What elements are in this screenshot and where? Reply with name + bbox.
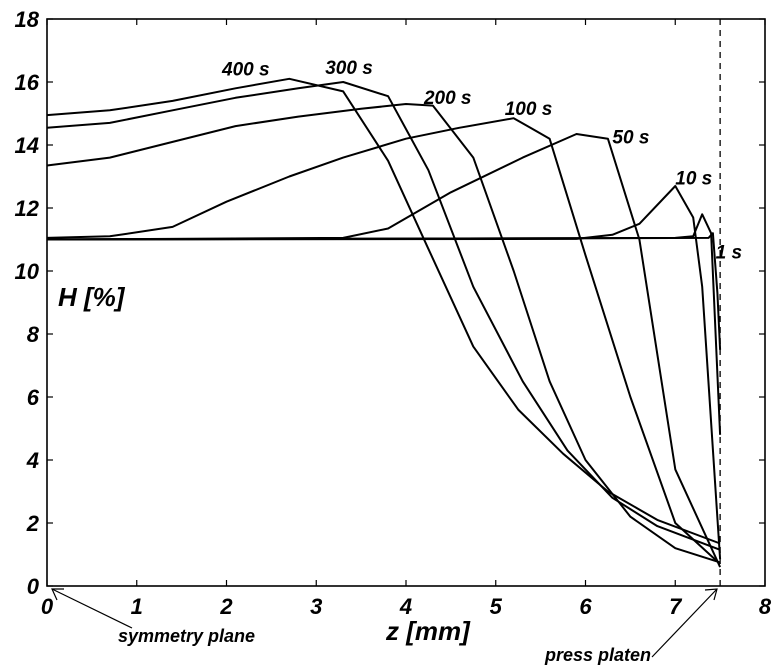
curve-label: 300 s [325, 58, 373, 79]
x-ticks: 0 1 2 3 4 5 6 7 8 [41, 19, 772, 619]
x-tick-label: 7 [669, 594, 683, 619]
x-tick-label: 2 [219, 594, 233, 619]
symmetry-plane-label: symmetry plane [118, 626, 255, 646]
x-tick-label: 5 [490, 594, 503, 619]
series-line-unlabeled-7 [46, 77, 721, 545]
series-line-10s [46, 213, 722, 435]
curve-labels: 400 s 300 s 200 s 100 s 50 s 10 s 1 s [221, 58, 742, 263]
y-tick-label: 0 [27, 574, 40, 599]
curve-label: 200 s [423, 88, 472, 109]
y-tick-label: 4 [26, 448, 39, 473]
x-tick-label: 8 [759, 594, 772, 619]
y-tick-label: 10 [15, 259, 40, 284]
y-tick-label: 18 [15, 7, 40, 32]
series-line-100s [46, 133, 722, 568]
curve-label: 100 s [505, 99, 553, 120]
press-platen-annotation: press platen [544, 588, 718, 665]
y-ticks: 0 2 4 6 8 10 12 14 16 18 [15, 7, 765, 599]
symmetry-plane-arrow [51, 588, 133, 629]
y-tick-label: 8 [27, 322, 40, 347]
curve-label: 50 s [612, 127, 649, 148]
series-group [46, 77, 722, 568]
series-line-50s [46, 185, 722, 560]
curve-label: 1 s [716, 242, 742, 263]
symmetry-plane-arrowhead [51, 588, 64, 601]
y-tick-label: 2 [26, 511, 40, 536]
press-platen-arrow [651, 588, 718, 658]
x-tick-label: 6 [579, 594, 592, 619]
x-tick-label: 0 [41, 594, 54, 619]
x-axis-label: z [mm] [385, 616, 471, 646]
y-axis-label: H [%] [58, 282, 126, 312]
series-line-300s [46, 103, 721, 564]
curve-label: 400 s [221, 60, 270, 81]
series-line-200s [46, 117, 721, 565]
press-platen-label: press platen [544, 645, 651, 665]
y-tick-label: 6 [27, 385, 40, 410]
curve-label: 10 s [675, 168, 712, 189]
series-line-1s [46, 232, 722, 350]
x-tick-label: 1 [131, 594, 143, 619]
y-tick-label: 14 [15, 133, 39, 158]
x-tick-label: 4 [399, 594, 412, 619]
y-tick-label: 16 [15, 70, 40, 95]
press-platen-arrowhead [704, 588, 718, 601]
x-tick-label: 3 [310, 594, 322, 619]
symmetry-plane-annotation: symmetry plane [51, 588, 255, 646]
y-tick-label: 12 [15, 196, 40, 221]
